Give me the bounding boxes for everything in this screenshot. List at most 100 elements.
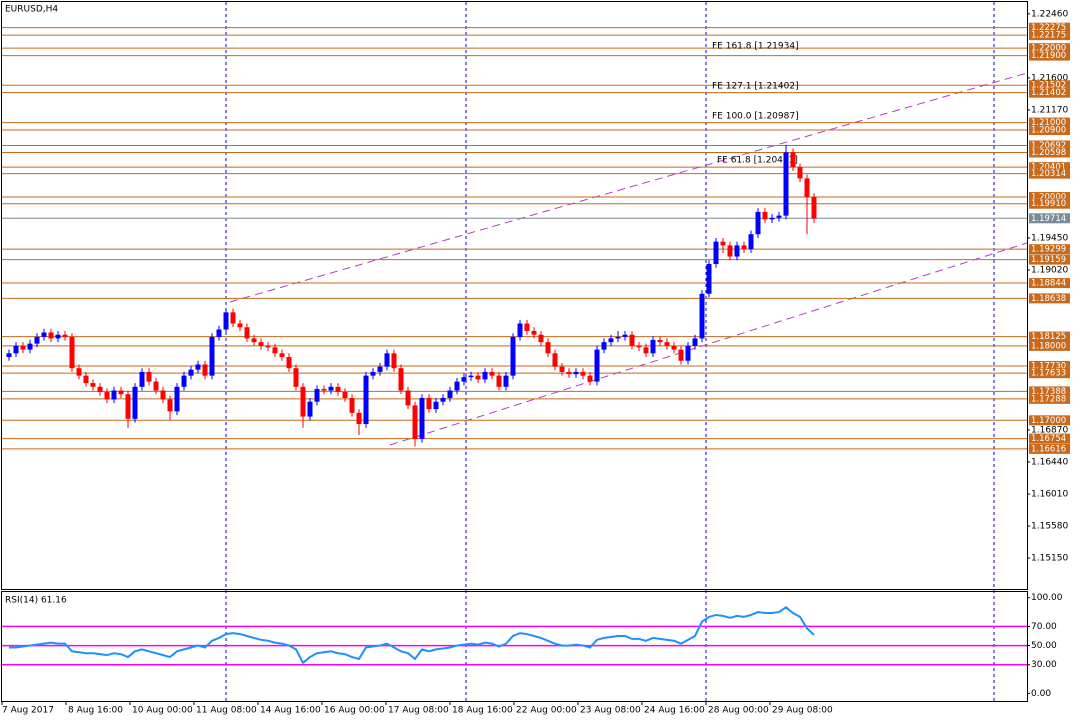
fibo-label: FE 100.0 [1.20987] (712, 112, 799, 122)
candle-body (475, 375, 481, 380)
channel-lines (229, 72, 1028, 446)
level-tag (1029, 117, 1070, 128)
candle-body (741, 245, 747, 250)
candle-body (699, 293, 705, 339)
candle-body (650, 339, 656, 354)
candle-body (279, 353, 285, 358)
y-tick-label: 50.00 (1031, 641, 1057, 651)
candle-body (384, 353, 390, 367)
candle-body (167, 399, 173, 412)
level-label: 1.20598 (1031, 148, 1066, 158)
level-tag (1029, 360, 1070, 371)
candle-body (321, 389, 327, 391)
level-tag (1029, 443, 1070, 454)
level-tag (1029, 50, 1070, 61)
level-label: 1.16616 (1031, 444, 1066, 454)
level-tag (1029, 43, 1070, 54)
candle-body (566, 371, 572, 375)
candle-body (573, 371, 579, 375)
level-label: 1.17730 (1031, 361, 1066, 371)
candle-body (755, 211, 761, 235)
candle-body (454, 381, 460, 391)
candle-body (811, 197, 817, 219)
rsi-panel-frame (1, 591, 1028, 702)
fibo-label: FE 61.8 [1.20401] (717, 156, 798, 166)
candle-body (209, 336, 215, 376)
level-label: 1.21000 (1031, 118, 1066, 128)
y-tick-label: 1.21170 (1031, 105, 1068, 115)
candle-body (153, 381, 159, 391)
level-tag (1029, 162, 1070, 173)
candle-body (307, 401, 313, 417)
candle-body (237, 323, 243, 328)
candle-body (20, 345, 26, 350)
day-separators (225, 2, 995, 702)
candle-body (706, 263, 712, 294)
candle-body (314, 389, 320, 402)
level-tag (1029, 198, 1070, 209)
candle-body (503, 375, 509, 387)
level-label: 1.17000 (1031, 416, 1066, 426)
level-label: 1.18844 (1031, 279, 1066, 289)
candle-body (447, 390, 453, 398)
y-tick-label: 1.22460 (1031, 9, 1068, 19)
current-price-label: 1.19714 (1031, 214, 1066, 224)
candle-body (783, 152, 789, 216)
x-tick-label: 11 Aug 08:00 (196, 706, 257, 716)
y-tick-label: 30.00 (1031, 660, 1057, 670)
level-tag (1029, 30, 1070, 41)
candle-body (41, 332, 47, 337)
level-label: 1.18125 (1031, 332, 1066, 342)
fibo-label: FE 161.8 [1.21934] (712, 42, 799, 52)
x-tick-label: 8 Aug 16:00 (68, 706, 123, 716)
level-label: 1.16754 (1031, 434, 1066, 444)
x-tick-label: 18 Aug 16:00 (452, 706, 513, 716)
candle-body (62, 334, 68, 337)
candle-body (216, 329, 222, 337)
y-tick-label: 100.00 (1031, 593, 1063, 603)
x-tick-label: 14 Aug 16:00 (260, 706, 321, 716)
candle-body (118, 390, 124, 395)
level-tag (1029, 386, 1070, 397)
candle-body (363, 375, 369, 425)
candle-body (552, 353, 558, 367)
candle-body (160, 390, 166, 400)
candle-body (657, 339, 663, 343)
candle-body (328, 386, 334, 391)
x-tick-label: 23 Aug 08:00 (580, 706, 641, 716)
candle-body (48, 332, 54, 339)
y-tick-label: 1.19020 (1031, 265, 1068, 275)
level-tag (1029, 393, 1070, 404)
level-label: 1.20314 (1031, 169, 1066, 179)
x-tick-label: 29 Aug 08:00 (772, 706, 833, 716)
level-tag (1029, 368, 1070, 379)
channel-upper (229, 72, 1028, 303)
candle-body (559, 366, 565, 372)
candle-body (125, 394, 131, 419)
candle-body (34, 336, 40, 344)
candle-body (90, 383, 96, 387)
level-tag (1029, 415, 1070, 426)
level-label: 1.20401 (1031, 163, 1066, 173)
candle-body (419, 397, 425, 439)
level-label: 1.21900 (1031, 51, 1066, 61)
y-tick-label: 70.00 (1031, 622, 1057, 632)
candle-body (286, 357, 292, 369)
candle-body (251, 338, 257, 343)
candle-body (762, 211, 768, 220)
candle-body (377, 366, 383, 372)
level-label: 1.21402 (1031, 88, 1066, 98)
candle-body (139, 371, 145, 387)
x-tick-label: 24 Aug 16:00 (644, 706, 705, 716)
level-label: 1.22000 (1031, 44, 1066, 54)
chart-title: EURUSD,H4 (5, 5, 58, 15)
channel-lower (389, 242, 1028, 446)
level-tag (1029, 168, 1070, 179)
candle-body (468, 375, 474, 378)
candle-body (692, 338, 698, 346)
level-tag (1029, 192, 1070, 203)
x-tick-label: 28 Aug 00:00 (708, 706, 769, 716)
candle-body (713, 241, 719, 264)
y-tick-label: 1.15150 (1031, 553, 1068, 563)
